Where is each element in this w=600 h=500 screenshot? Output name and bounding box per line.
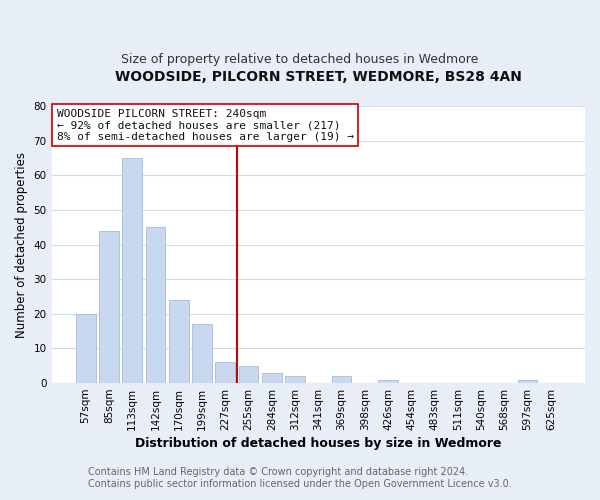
Bar <box>262 372 281 383</box>
Bar <box>332 376 352 383</box>
Bar <box>378 380 398 383</box>
Bar <box>122 158 142 383</box>
Bar <box>215 362 235 383</box>
Bar <box>146 227 166 383</box>
Bar <box>285 376 305 383</box>
Y-axis label: Number of detached properties: Number of detached properties <box>15 152 28 338</box>
Text: Size of property relative to detached houses in Wedmore: Size of property relative to detached ho… <box>121 52 479 66</box>
Bar <box>169 300 188 383</box>
Text: WOODSIDE PILCORN STREET: 240sqm
← 92% of detached houses are smaller (217)
8% of: WOODSIDE PILCORN STREET: 240sqm ← 92% of… <box>57 109 354 142</box>
Bar <box>192 324 212 383</box>
Bar <box>239 366 259 383</box>
Bar <box>76 314 95 383</box>
Bar <box>518 380 538 383</box>
Text: Contains HM Land Registry data © Crown copyright and database right 2024.
Contai: Contains HM Land Registry data © Crown c… <box>88 468 512 489</box>
Title: WOODSIDE, PILCORN STREET, WEDMORE, BS28 4AN: WOODSIDE, PILCORN STREET, WEDMORE, BS28 … <box>115 70 522 84</box>
X-axis label: Distribution of detached houses by size in Wedmore: Distribution of detached houses by size … <box>135 437 502 450</box>
Bar <box>99 230 119 383</box>
